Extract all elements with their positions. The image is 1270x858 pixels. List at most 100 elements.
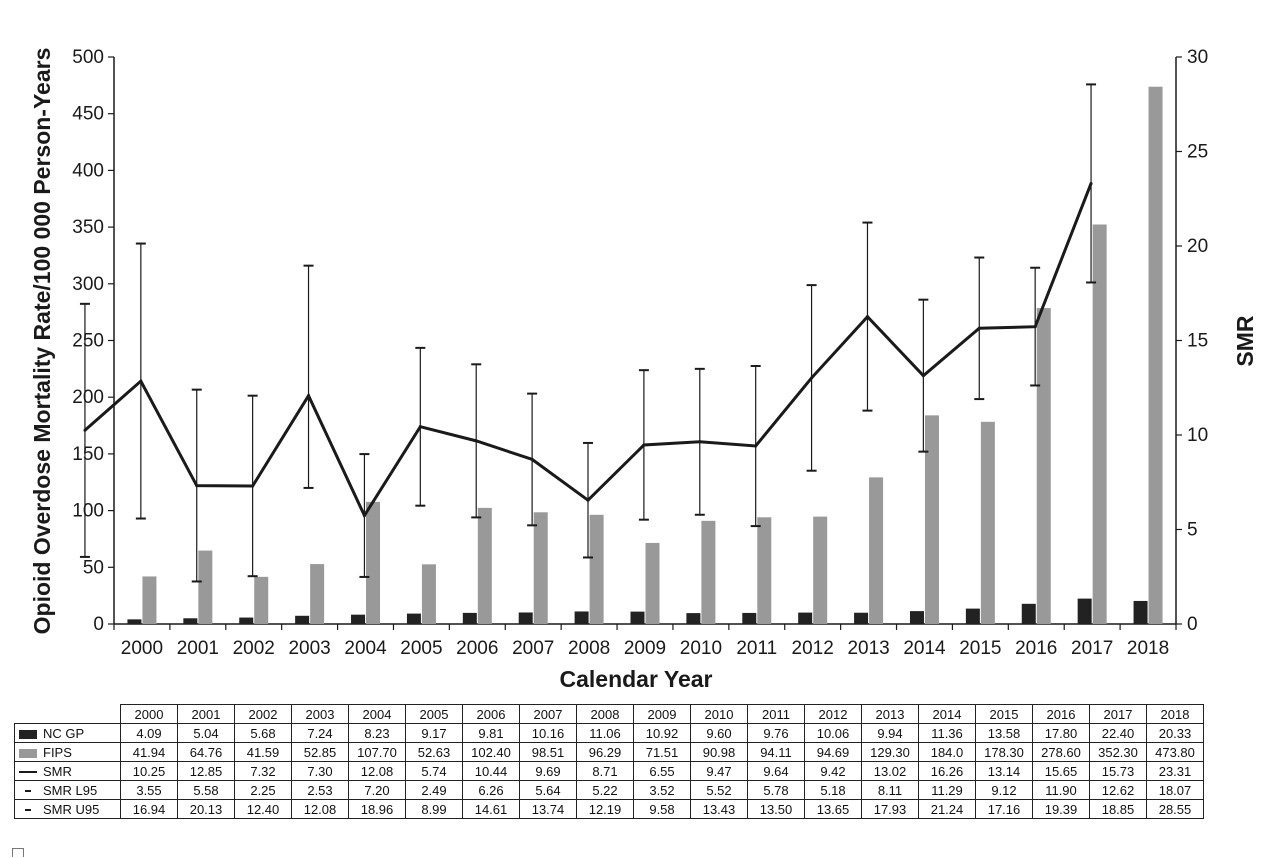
bar-nc-gp: [965, 608, 980, 624]
corner-mark: [12, 848, 24, 857]
smr-point: [1033, 325, 1037, 329]
bar-fips: [1036, 308, 1051, 624]
table-cell: 71.51: [633, 742, 691, 762]
legend-entry: SMR L95: [14, 780, 121, 800]
bar-nc-gp: [518, 612, 533, 624]
table-year-header: 2018: [1146, 704, 1204, 724]
bar-fips: [1092, 224, 1107, 624]
table-cell: 28.55: [1146, 799, 1204, 819]
table-year-header: 2008: [576, 704, 634, 724]
table-year-header: 2007: [519, 704, 577, 724]
bar-nc-gp: [909, 611, 924, 624]
table-cell: 7.24: [291, 723, 349, 743]
table-cell: 13.74: [519, 799, 577, 819]
table-cell: 11.90: [1032, 780, 1090, 800]
legend-label: FIPS: [43, 744, 72, 760]
smr-point: [139, 379, 143, 383]
table-year-header: 2004: [348, 704, 406, 724]
y-tick-label: 400: [72, 160, 104, 181]
table-cell: 5.04: [177, 723, 235, 743]
table-row: SMR L95 3.55 5.58 2.25 2.53 7.20 2.49 6.26 5.64 5…: [14, 780, 1204, 800]
x-tick-label: 2005: [400, 638, 442, 659]
smr-point: [754, 444, 758, 448]
axes-layer: 0 50 100 150 200 250 300 350 400 450 500 0 5 10 15 20 25…: [72, 47, 1208, 659]
table-year-header: 2012: [804, 704, 862, 724]
bar-fips: [533, 512, 548, 624]
bar-fips: [701, 520, 716, 624]
table-year-header: 2001: [177, 704, 235, 724]
table-cell: 9.76: [747, 723, 805, 743]
bar-nc-gp: [798, 612, 813, 624]
table-cell: 5.64: [519, 780, 577, 800]
table-cell: 352.30: [1089, 742, 1147, 762]
smr-line-layer: [83, 181, 1093, 519]
bar-nc-gp: [630, 611, 645, 624]
table-cell: 178.30: [975, 742, 1033, 762]
table-cell: 21.24: [918, 799, 976, 819]
x-tick-label: 2015: [959, 638, 1001, 659]
bar-nc-gp: [686, 613, 701, 624]
table-cell: 8.23: [348, 723, 406, 743]
smr-point: [642, 443, 646, 447]
table-cell: 107.70: [348, 742, 406, 762]
table-cell: 52.63: [405, 742, 463, 762]
legend-key: [19, 748, 37, 758]
table-cell: 6.26: [462, 780, 520, 800]
smr-point: [977, 326, 981, 330]
legend-key: [19, 771, 37, 774]
y-tick-label: 450: [72, 104, 104, 125]
x-axis-title: Calendar Year: [559, 666, 712, 692]
table-cell: 9.42: [804, 761, 862, 781]
y-tick-label: 50: [83, 557, 104, 578]
table-cell: 5.58: [177, 780, 235, 800]
table-cell: 12.85: [177, 761, 235, 781]
table-cell: 41.59: [234, 742, 292, 762]
data-table-body: 2000 2001 2002 2003 2004 2005 2006 2007 2008 2009…: [14, 704, 1204, 819]
smr-point: [362, 514, 366, 518]
table-year-header: 2016: [1032, 704, 1090, 724]
table-cell: 3.55: [120, 780, 178, 800]
table-cell: 94.11: [747, 742, 805, 762]
x-tick-label: 2007: [512, 638, 554, 659]
table-cell: 12.40: [234, 799, 292, 819]
legend-key: [25, 790, 31, 793]
table-cell: 15.65: [1032, 761, 1090, 781]
table-cell: 98.51: [519, 742, 577, 762]
table-cell: 19.39: [1032, 799, 1090, 819]
table-cell: 473.80: [1146, 742, 1204, 762]
table-row: SMR 10.25 12.85 7.32 7.30 12.08 5.74 10.44 9.69 8…: [14, 761, 1204, 781]
table-cell: 16.94: [120, 799, 178, 819]
bar-nc-gp: [462, 612, 477, 624]
table-cell: 13.43: [690, 799, 748, 819]
y-tick-label: 350: [72, 217, 104, 238]
table-cell: 96.29: [576, 742, 634, 762]
x-tick-label: 2017: [1071, 638, 1113, 659]
table-cell: 9.81: [462, 723, 520, 743]
table-cell: 102.40: [462, 742, 520, 762]
smr-point: [865, 315, 869, 319]
table-cell: 41.94: [120, 742, 178, 762]
y-tick-label: 150: [72, 444, 104, 465]
smr-point: [307, 394, 311, 398]
bar-fips: [645, 542, 660, 624]
x-tick-label: 2016: [1015, 638, 1057, 659]
table-cell: 10.16: [519, 723, 577, 743]
x-tick-label: 2009: [624, 638, 666, 659]
x-tick-label: 2006: [456, 638, 498, 659]
table-cell: 12.62: [1089, 780, 1147, 800]
table-cell: 9.60: [690, 723, 748, 743]
table-cell: 13.14: [975, 761, 1033, 781]
bar-fips: [757, 517, 772, 624]
table-cell: 13.65: [804, 799, 862, 819]
table-cell: 14.61: [462, 799, 520, 819]
table-row: NC GP 4.09 5.04 5.68 7.24 8.23 9.17 9.81 10.16 11…: [14, 723, 1204, 743]
table-cell: 5.22: [576, 780, 634, 800]
table-cell: 2.25: [234, 780, 292, 800]
bar-nc-gp: [239, 617, 254, 624]
table-cell: 13.58: [975, 723, 1033, 743]
smr-point: [698, 440, 702, 444]
bar-nc-gp: [127, 619, 142, 624]
table-cell: 7.20: [348, 780, 406, 800]
table-cell: 3.52: [633, 780, 691, 800]
y2-tick-label: 25: [1187, 142, 1208, 163]
